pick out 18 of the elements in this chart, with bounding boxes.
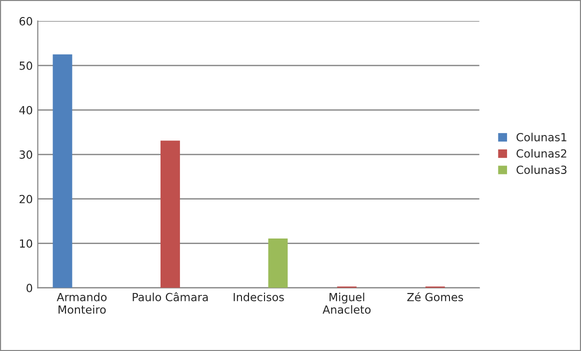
bar <box>160 140 180 288</box>
y-tick-label: 50 <box>20 61 32 70</box>
x-tick-label: Armando Monteiro <box>56 292 107 314</box>
bar <box>268 238 288 288</box>
x-tick-label: Zé Gomes <box>407 292 464 302</box>
legend-label: Colunas1 <box>516 132 566 142</box>
x-tick-label: Indecisos <box>234 292 284 302</box>
y-tick-label: 40 <box>19 106 32 114</box>
bar <box>52 54 72 288</box>
y-tick-label: 20 <box>20 194 32 204</box>
y-tick-label: 10 <box>20 239 32 248</box>
x-tick-label: Miguel Anacleto <box>322 292 371 314</box>
y-tick-label: 0 <box>26 284 32 292</box>
legend-label: Colunas2 <box>516 149 566 158</box>
y-tick-label: 60 <box>20 17 32 26</box>
legend-label: Colunas3 <box>516 165 566 174</box>
x-tick-label: Paulo Câmara <box>132 292 208 302</box>
y-tick-label: 30 <box>20 150 32 159</box>
